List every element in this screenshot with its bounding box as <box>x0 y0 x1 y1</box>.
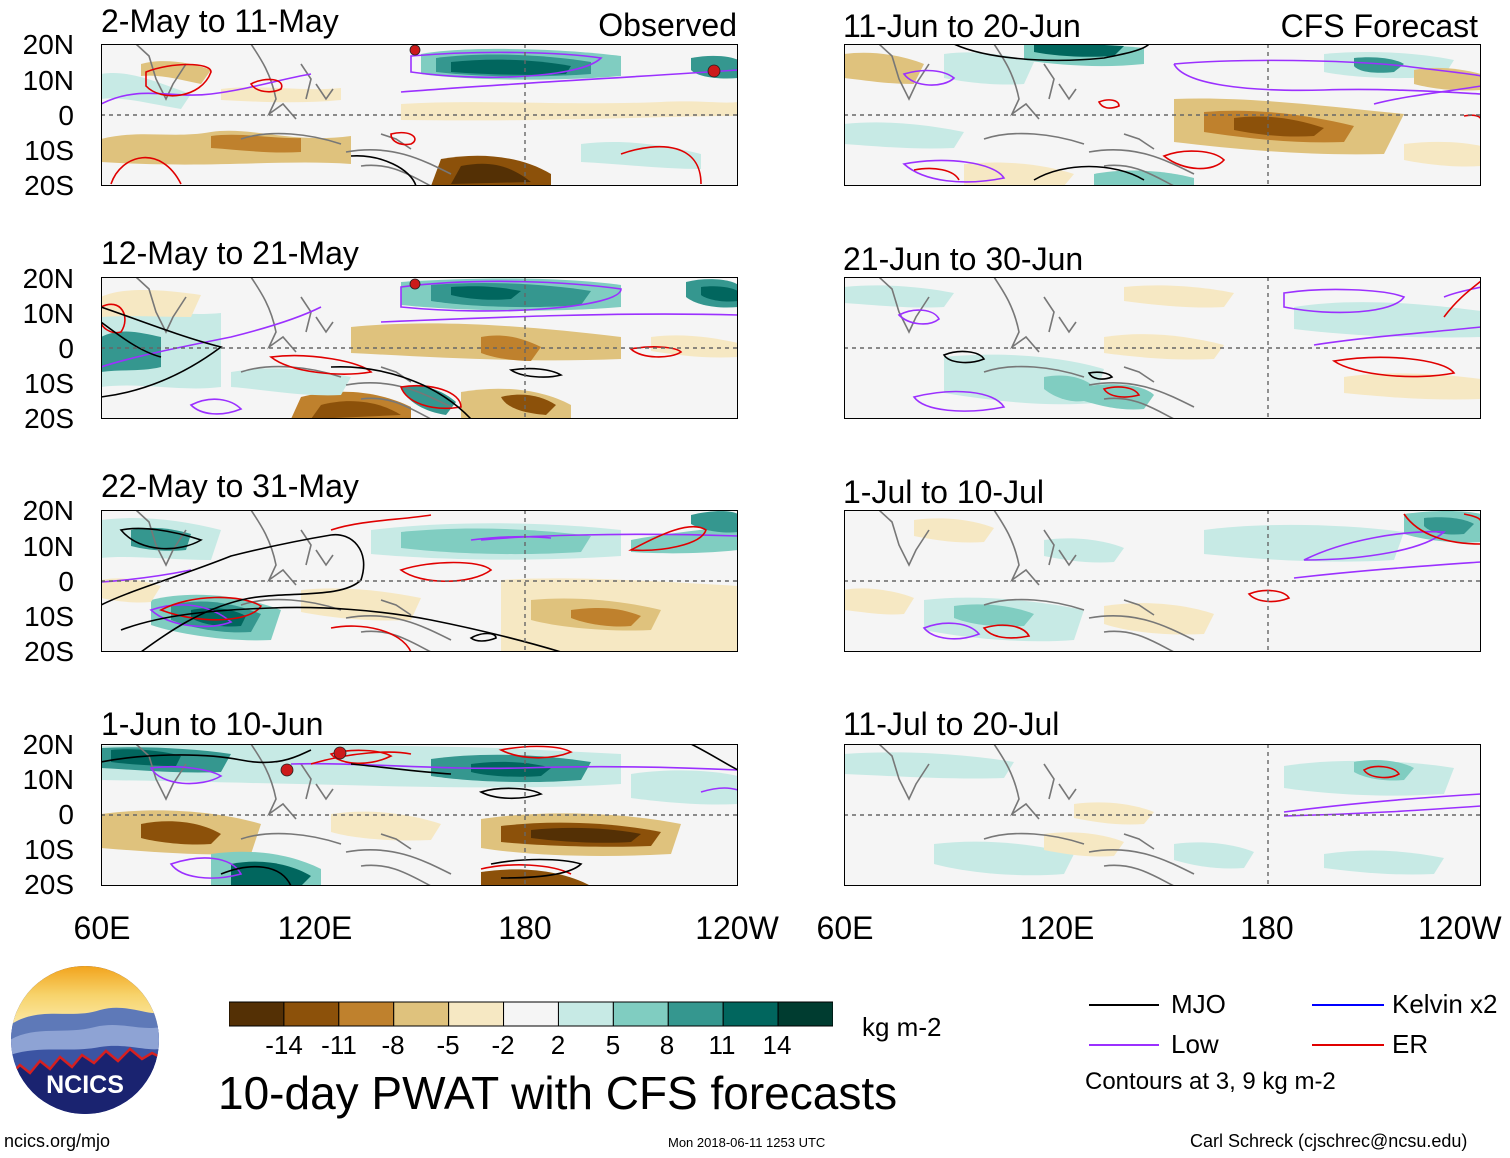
panel-observed-4 <box>101 744 738 886</box>
colorbar-swatch <box>228 1001 285 1027</box>
lat-label-0: 0 <box>58 566 74 597</box>
panel-forecast-1 <box>844 44 1481 186</box>
lon-label-120w-fc: 120W <box>1418 910 1502 946</box>
footer-site-link[interactable]: ncics.org/mjo <box>4 1131 111 1151</box>
lat-label-10s: 10S <box>24 368 74 399</box>
lat-label-20n: 20N <box>22 729 74 760</box>
legend-label-er: ER <box>1392 1029 1429 1059</box>
panel-forecast-2 <box>844 277 1481 419</box>
legend-line-mjo <box>1089 1004 1159 1006</box>
lon-label-60e-fc: 60E <box>816 910 874 946</box>
cb-tick-3: -5 <box>436 1030 460 1060</box>
panel-title-fc-4: 11-Jul to 20-Jul <box>843 706 1060 742</box>
lat-label-10s: 10S <box>24 135 74 166</box>
legend: MJO Kelvin x2 Low ER <box>1085 986 1510 1086</box>
cb-tick-0: -14 <box>265 1030 303 1060</box>
lon-label-60e: 60E <box>73 910 131 946</box>
colorbar-swatch <box>667 1001 724 1027</box>
ncics-logo-graphic: NCICS <box>11 966 159 1114</box>
colorbar-swatch <box>338 1001 395 1027</box>
ncics-logo-text: NCICS <box>46 1071 124 1099</box>
cb-tick-1: -11 <box>321 1030 357 1060</box>
panel-title-fc-2: 21-Jun to 30-Jun <box>843 241 1084 277</box>
chart-title: 10-day PWAT with CFS forecasts <box>218 1067 898 1119</box>
lon-label-120e: 120E <box>277 910 353 946</box>
colorbar-swatch <box>503 1001 559 1027</box>
colorbar-swatch <box>777 1001 834 1027</box>
footer-author: Carl Schreck (cjschrec@ncsu.edu) <box>1190 1131 1468 1151</box>
legend-label-low: Low <box>1171 1029 1219 1059</box>
colorbar-swatches <box>228 1001 834 1027</box>
panel-observed-1 <box>101 44 738 186</box>
panel-observed-3 <box>101 510 738 652</box>
cb-tick-4: -2 <box>491 1030 515 1060</box>
colorbar-swatch <box>612 1001 669 1027</box>
panel-forecast-4 <box>844 744 1481 886</box>
lat-label-10s: 10S <box>24 834 74 865</box>
panel-title-obs-3: 22-May to 31-May <box>101 468 359 504</box>
colorbar-swatch <box>283 1001 340 1027</box>
lat-label-20n: 20N <box>22 29 74 60</box>
footer-timestamp: Mon 2018-06-11 1253 UTC <box>668 1135 826 1150</box>
colorbar-swatch <box>722 1001 779 1027</box>
panel-title-obs-2: 12-May to 21-May <box>101 235 359 271</box>
lat-label-10n: 10N <box>22 65 74 96</box>
legend-label-mjo: MJO <box>1171 989 1226 1019</box>
lat-label-10n: 10N <box>22 531 74 562</box>
lat-label-0: 0 <box>58 100 74 131</box>
observed-label: Observed <box>598 7 737 43</box>
cb-tick-9: 14 <box>762 1030 792 1060</box>
cb-tick-7: 8 <box>659 1030 675 1060</box>
contour-note: Contours at 3, 9 kg m-2 <box>1085 1068 1336 1095</box>
legend-line-kelvin <box>1312 1004 1384 1006</box>
lon-label-180-fc: 180 <box>1240 910 1294 946</box>
lat-label-20n: 20N <box>22 263 74 294</box>
colorbar-swatch <box>557 1001 614 1027</box>
panel-title-fc-1: 11-Jun to 20-Jun <box>843 8 1081 44</box>
panel-observed-2 <box>101 277 738 419</box>
lat-label-20s: 20S <box>24 869 74 900</box>
lon-label-180: 180 <box>498 910 552 946</box>
forecast-label: CFS Forecast <box>1280 8 1478 44</box>
legend-line-low <box>1089 1044 1159 1046</box>
lat-label-10n: 10N <box>22 298 74 329</box>
ncics-logo[interactable]: NCICS <box>10 965 160 1115</box>
units-label: kg m-2 <box>862 1012 942 1042</box>
panel-title-obs-4: 1-Jun to 10-Jun <box>101 706 324 742</box>
cb-tick-6: 5 <box>605 1030 621 1060</box>
cb-tick-2: -8 <box>381 1030 405 1060</box>
colorbar <box>228 1001 834 1027</box>
lat-label-10n: 10N <box>22 764 74 795</box>
panel-title-obs-1: 2-May to 11-May <box>101 3 339 39</box>
lat-label-0: 0 <box>58 799 74 830</box>
lat-label-20n: 20N <box>22 495 74 526</box>
lon-label-120e-fc: 120E <box>1019 910 1095 946</box>
panel-forecast-3 <box>844 510 1481 652</box>
panel-title-fc-3: 1-Jul to 10-Jul <box>843 474 1044 510</box>
legend-label-kelvin: Kelvin x2 <box>1392 989 1498 1019</box>
lat-label-0: 0 <box>58 333 74 364</box>
lon-label-120w: 120W <box>695 910 779 946</box>
lat-label-20s: 20S <box>24 403 74 434</box>
lat-label-10s: 10S <box>24 601 74 632</box>
lat-label-20s: 20S <box>24 636 74 667</box>
colorbar-swatch <box>448 1001 505 1027</box>
lat-label-20s: 20S <box>24 170 74 201</box>
cb-tick-8: 11 <box>708 1030 736 1060</box>
cb-tick-5: 2 <box>550 1030 566 1060</box>
legend-line-er <box>1312 1044 1384 1046</box>
colorbar-swatch <box>393 1001 450 1027</box>
